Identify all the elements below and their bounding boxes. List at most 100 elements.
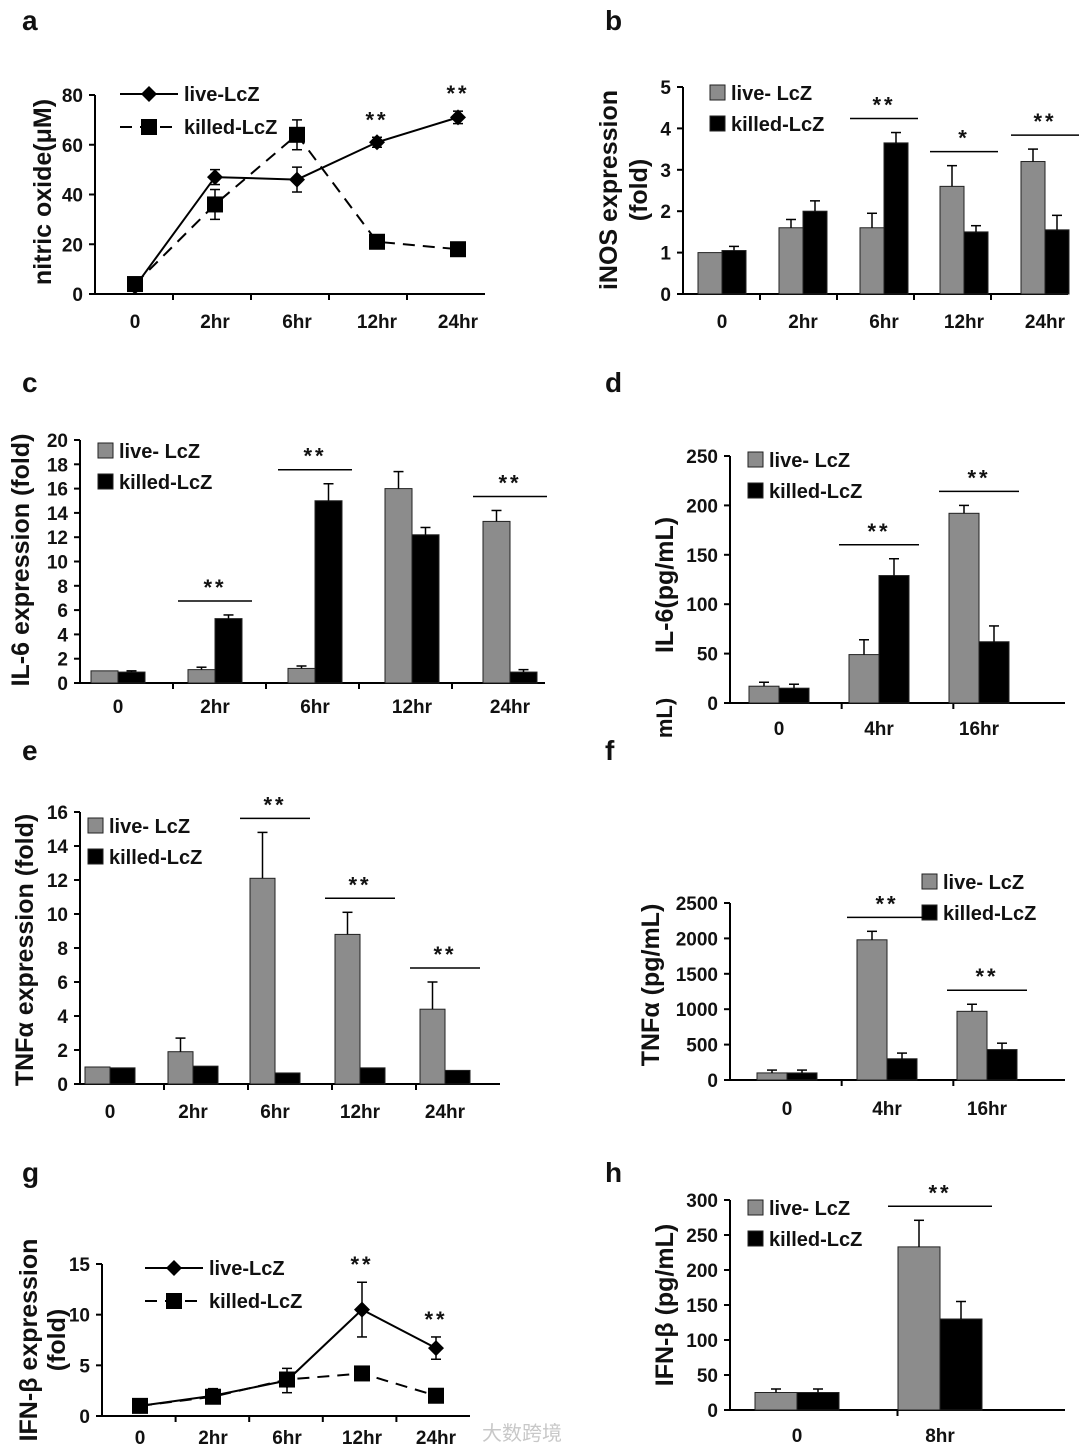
y-tick-label: 10 bbox=[47, 553, 68, 574]
legend-label: killed-LcZ bbox=[209, 1291, 302, 1313]
legend-marker bbox=[141, 86, 157, 102]
bar-livelcz bbox=[748, 685, 780, 704]
series-line bbox=[139, 1308, 437, 1407]
significance-stars: ** bbox=[498, 470, 521, 495]
y-axis-label: IL-6 expression (fold) bbox=[7, 434, 35, 687]
x-tick-label: 12hr bbox=[342, 1428, 383, 1448]
bar-killedlcz bbox=[878, 575, 910, 704]
data-point-diamond bbox=[289, 171, 305, 188]
legend-label: live- LcZ bbox=[109, 816, 190, 838]
y-tick-label: 15 bbox=[69, 1255, 91, 1276]
x-tick-label: 12hr bbox=[392, 697, 433, 718]
x-tick-label: 12hr bbox=[357, 312, 398, 333]
legend-swatch bbox=[747, 482, 764, 499]
y-tick-label: 0 bbox=[707, 1401, 718, 1422]
significance-stars: ** bbox=[263, 792, 286, 817]
bar-livelcz bbox=[754, 1392, 798, 1411]
y-axis-label: IFN-β (pg/mL) bbox=[651, 1224, 679, 1386]
y-tick-label: 20 bbox=[47, 431, 68, 452]
bar-killedlcz bbox=[802, 210, 828, 295]
x-tick-label: 8hr bbox=[925, 1426, 955, 1447]
y-tick-label: 0 bbox=[707, 1071, 718, 1092]
bar-killedlcz bbox=[192, 1065, 219, 1085]
legend-swatch bbox=[97, 473, 114, 490]
significance-stars: ** bbox=[875, 891, 898, 916]
legend-label: killed-LcZ bbox=[769, 481, 862, 503]
data-point-diamond bbox=[369, 134, 385, 151]
y-tick-label: 14 bbox=[47, 504, 69, 525]
legend-label: live- LcZ bbox=[769, 450, 850, 472]
data-point-square bbox=[428, 1387, 444, 1404]
data-point-square bbox=[127, 276, 143, 293]
y-tick-label: 16 bbox=[47, 480, 68, 501]
legend-swatch bbox=[97, 442, 114, 459]
y-tick-label: 10 bbox=[69, 1306, 90, 1327]
x-tick-label: 12hr bbox=[944, 312, 985, 333]
bar-killedlcz bbox=[314, 500, 343, 684]
bar-livelcz bbox=[897, 1246, 941, 1411]
x-tick-label: 0 bbox=[113, 697, 124, 718]
x-tick-label: 24hr bbox=[438, 312, 479, 333]
y-tick-label: 2 bbox=[57, 1041, 68, 1062]
y-tick-label: 5 bbox=[660, 78, 671, 99]
bar-livelcz bbox=[384, 488, 413, 684]
bar-killedlcz bbox=[274, 1072, 301, 1085]
bar-killedlcz bbox=[939, 1318, 983, 1411]
y-tick-label: 2 bbox=[57, 650, 68, 671]
x-tick-label: 24hr bbox=[490, 697, 531, 718]
y-tick-label: 14 bbox=[47, 837, 69, 858]
y-tick-label: 150 bbox=[686, 1296, 718, 1317]
bar-killedlcz bbox=[359, 1067, 386, 1085]
watermark: 大数跨境 bbox=[482, 1422, 562, 1445]
data-point-diamond bbox=[428, 1340, 444, 1357]
y-tick-label: 2 bbox=[660, 202, 671, 223]
y-tick-label: 0 bbox=[660, 285, 671, 306]
legend-label: killed-LcZ bbox=[769, 1229, 862, 1251]
bar-livelcz bbox=[697, 252, 723, 295]
legend-marker bbox=[166, 1260, 182, 1276]
y-tick-label: 500 bbox=[686, 1036, 718, 1057]
legend-label: live- LcZ bbox=[943, 872, 1024, 894]
significance-stars: ** bbox=[424, 1307, 447, 1332]
x-tick-label: 0 bbox=[717, 312, 728, 333]
legend-swatch bbox=[87, 817, 104, 834]
y-tick-label: 60 bbox=[62, 136, 83, 157]
bar-livelcz bbox=[84, 1066, 111, 1085]
y-tick-label: 6 bbox=[57, 601, 68, 622]
data-point-square bbox=[450, 241, 466, 258]
y-tick-label: 50 bbox=[697, 1366, 718, 1387]
x-tick-label: 16hr bbox=[959, 719, 1000, 740]
bar-livelcz bbox=[90, 670, 119, 684]
bar-livelcz bbox=[482, 520, 511, 684]
y-tick-label: 2000 bbox=[676, 929, 718, 950]
legend-label: killed-LcZ bbox=[119, 472, 212, 494]
y-tick-label: 8 bbox=[57, 577, 68, 598]
data-point-diamond bbox=[354, 1301, 370, 1318]
data-point-square bbox=[354, 1365, 370, 1382]
bar-livelcz bbox=[778, 227, 804, 295]
data-point-diamond bbox=[207, 169, 223, 186]
y-tick-label: 40 bbox=[62, 186, 83, 207]
y-axis-label: IFN-β expression bbox=[15, 1239, 43, 1442]
bar-livelcz bbox=[956, 1010, 988, 1081]
bar-livelcz bbox=[167, 1051, 194, 1085]
y-tick-label: 200 bbox=[686, 496, 718, 517]
y-tick-label: 18 bbox=[47, 455, 68, 476]
panel-label: a bbox=[22, 5, 38, 36]
x-tick-label: 6hr bbox=[869, 312, 899, 333]
y-axis-label: IL-6(pg/mL) bbox=[651, 517, 679, 653]
legend-label: killed-LcZ bbox=[109, 847, 202, 869]
x-tick-label: 24hr bbox=[1025, 312, 1066, 333]
legend-label: live- LcZ bbox=[119, 441, 200, 463]
y-axis-label: TNFα (pg/mL) bbox=[637, 904, 665, 1067]
significance-stars: ** bbox=[867, 519, 890, 544]
y-tick-label: 0 bbox=[707, 694, 718, 715]
x-tick-label: 24hr bbox=[416, 1428, 457, 1448]
x-tick-label: 2hr bbox=[200, 312, 230, 333]
y-axis-label: (fold) bbox=[625, 159, 653, 221]
bar-livelcz bbox=[1020, 161, 1046, 295]
legend-label: killed-LcZ bbox=[943, 903, 1036, 925]
y-tick-label: 100 bbox=[686, 595, 718, 616]
